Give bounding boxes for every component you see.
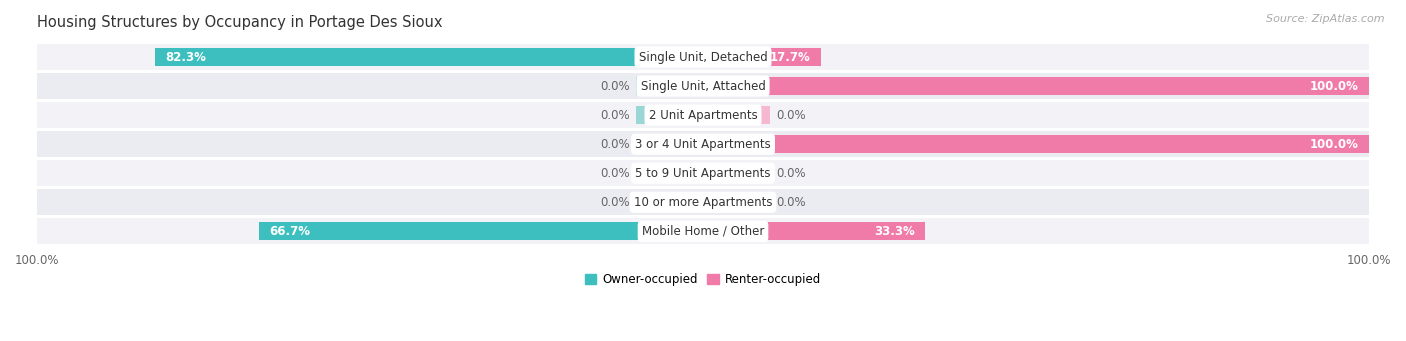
Bar	[155, 48, 703, 66]
Text: 5 to 9 Unit Apartments: 5 to 9 Unit Apartments	[636, 167, 770, 180]
Bar	[637, 193, 703, 211]
Bar	[703, 164, 769, 182]
Text: 0.0%: 0.0%	[600, 167, 630, 180]
Text: 100.0%: 100.0%	[1310, 79, 1358, 92]
Text: Mobile Home / Other: Mobile Home / Other	[641, 225, 765, 238]
Bar	[703, 77, 1369, 95]
Text: 10 or more Apartments: 10 or more Apartments	[634, 196, 772, 209]
Bar	[703, 222, 925, 240]
Text: 0.0%: 0.0%	[776, 109, 806, 122]
Text: 2 Unit Apartments: 2 Unit Apartments	[648, 109, 758, 122]
Text: Single Unit, Attached: Single Unit, Attached	[641, 79, 765, 92]
Text: Single Unit, Detached: Single Unit, Detached	[638, 50, 768, 63]
Legend: Owner-occupied, Renter-occupied: Owner-occupied, Renter-occupied	[579, 269, 827, 291]
Bar	[37, 102, 1369, 128]
Text: Housing Structures by Occupancy in Portage Des Sioux: Housing Structures by Occupancy in Porta…	[37, 15, 443, 30]
Bar	[37, 131, 1369, 157]
Bar	[703, 135, 1369, 153]
Bar	[37, 189, 1369, 216]
Text: 0.0%: 0.0%	[600, 79, 630, 92]
Text: 100.0%: 100.0%	[1310, 138, 1358, 151]
Bar	[259, 222, 703, 240]
Text: 0.0%: 0.0%	[776, 167, 806, 180]
Text: 0.0%: 0.0%	[776, 196, 806, 209]
Text: 33.3%: 33.3%	[875, 225, 915, 238]
Bar	[37, 73, 1369, 99]
Text: 17.7%: 17.7%	[770, 50, 811, 63]
Text: 0.0%: 0.0%	[600, 138, 630, 151]
Bar	[637, 164, 703, 182]
Text: 0.0%: 0.0%	[600, 196, 630, 209]
Text: 82.3%: 82.3%	[165, 50, 205, 63]
Bar	[703, 48, 821, 66]
Bar	[637, 77, 703, 95]
Bar	[37, 160, 1369, 186]
Bar	[37, 44, 1369, 70]
Bar	[703, 106, 769, 124]
Text: 0.0%: 0.0%	[600, 109, 630, 122]
Text: Source: ZipAtlas.com: Source: ZipAtlas.com	[1267, 14, 1385, 24]
Bar	[37, 218, 1369, 244]
Bar	[637, 106, 703, 124]
Bar	[703, 193, 769, 211]
Bar	[637, 135, 703, 153]
Text: 3 or 4 Unit Apartments: 3 or 4 Unit Apartments	[636, 138, 770, 151]
Text: 66.7%: 66.7%	[269, 225, 309, 238]
